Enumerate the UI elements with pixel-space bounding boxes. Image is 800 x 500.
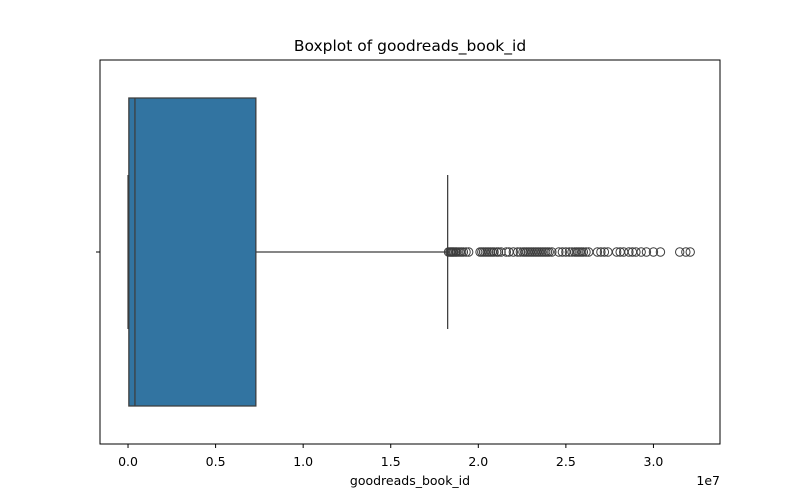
x-tick-label: 2.5 xyxy=(556,454,576,469)
outlier-point xyxy=(648,247,659,257)
outlier-point xyxy=(581,247,591,257)
outlier-point xyxy=(685,247,695,257)
outlier-point xyxy=(463,247,474,257)
x-axis-ticks: 0.0 0.5 1.0 1.5 2.0 2.5 3.0 xyxy=(118,444,663,469)
outlier-point xyxy=(458,247,469,257)
outlier-point xyxy=(493,247,504,257)
x-tick-label: 1.5 xyxy=(381,454,401,469)
x-tick-label: 2.0 xyxy=(468,454,488,469)
outlier-point xyxy=(592,247,603,257)
outlier-point xyxy=(599,247,610,257)
outlier-point xyxy=(557,247,568,257)
outlier-point xyxy=(567,247,577,257)
iqr-box xyxy=(128,97,257,407)
outlier-point xyxy=(641,247,652,257)
outlier-point xyxy=(578,247,589,257)
outlier-point xyxy=(624,247,634,257)
outlier-point xyxy=(515,247,526,257)
outlier-point xyxy=(636,247,646,257)
outlier-point xyxy=(675,247,685,257)
outlier-point xyxy=(655,247,666,257)
outlier-point xyxy=(554,247,564,257)
outlier-point xyxy=(461,247,471,257)
plot-area xyxy=(127,97,695,407)
x-axis-label: goodreads_book_id xyxy=(350,473,470,488)
x-tick-label: 1.0 xyxy=(293,454,313,469)
x-tick-label: 3.0 xyxy=(644,454,664,469)
outlier-point xyxy=(547,247,557,257)
outlier-point xyxy=(611,247,622,257)
outlier-point xyxy=(631,247,641,257)
outlier-point xyxy=(501,247,512,257)
x-tick-label: 0.5 xyxy=(206,454,226,469)
outlier-point xyxy=(508,247,519,257)
outlier-point xyxy=(489,247,499,257)
outlier-point xyxy=(544,247,554,257)
x-tick-label: 0.0 xyxy=(118,454,138,469)
chart-title: Boxplot of goodreads_book_id xyxy=(294,37,526,56)
outlier-point xyxy=(596,247,606,257)
outlier-point xyxy=(681,247,691,257)
outlier-point xyxy=(496,247,506,257)
x-axis-offset-label: 1e7 xyxy=(696,473,720,488)
